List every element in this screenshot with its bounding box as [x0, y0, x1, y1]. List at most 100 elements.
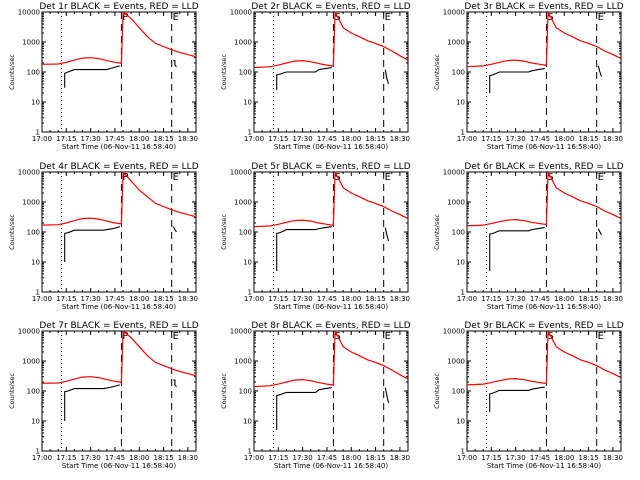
- y-axis-label: Counts/sec: [8, 214, 16, 250]
- x-tick-label: 18:15: [578, 135, 598, 143]
- x-tick-label: 17:30: [293, 295, 313, 303]
- y-tick-label: 1000: [234, 358, 252, 366]
- y-tick-label: 10: [243, 99, 252, 107]
- y-tick-label: 10: [456, 99, 465, 107]
- y-tick-label: 10: [456, 259, 465, 267]
- y-tick-label: 1000: [22, 358, 40, 366]
- plot-frame: [41, 171, 197, 293]
- x-tick-label: 18:00: [129, 454, 149, 462]
- x-tick-label: 18:30: [603, 135, 623, 143]
- x-tick-label: 18:15: [153, 135, 173, 143]
- y-tick-label: 10: [243, 418, 252, 426]
- x-tick-label: 17:30: [506, 135, 526, 143]
- x-tick-label: 18:15: [578, 295, 598, 303]
- x-tick-label: 18:30: [178, 295, 198, 303]
- y-tick-label: 1000: [447, 39, 465, 47]
- marker-letter: E: [385, 12, 391, 23]
- lld-series-line: [254, 12, 408, 69]
- x-tick-label: 18:30: [178, 454, 198, 462]
- plot-frame: [253, 171, 409, 293]
- panel-title: Det 1r BLACK = Events, RED = LLD: [39, 2, 198, 12]
- x-tick-label: 17:15: [268, 135, 288, 143]
- x-tick-label: 17:45: [530, 454, 550, 462]
- plot-frame: [466, 11, 622, 133]
- panel: Det 8r BLACK = Events, RED = LLD 1 10 100 10…: [220, 321, 411, 470]
- x-tick-label: 18:15: [365, 295, 385, 303]
- y-tick-label: 100: [239, 69, 252, 77]
- y-tick-label: 10000: [230, 169, 252, 177]
- x-tick-label: 17:45: [530, 295, 550, 303]
- plot-frame: [253, 11, 409, 133]
- x-tick-label: 17:15: [481, 135, 501, 143]
- x-tick-label: 18:00: [341, 135, 361, 143]
- x-tick-label: 18:00: [554, 135, 574, 143]
- x-tick-label: 17:45: [317, 295, 337, 303]
- lld-series-line: [42, 172, 196, 226]
- marker-letter: E: [173, 172, 179, 183]
- x-tick-label: 17:15: [268, 454, 288, 462]
- x-tick-label: 18:30: [603, 295, 623, 303]
- panel-title: Det 3r BLACK = Events, RED = LLD: [464, 2, 623, 12]
- x-tick-label: 17:00: [244, 295, 264, 303]
- x-tick-label: 17:15: [56, 135, 76, 143]
- y-tick-label: 100: [27, 388, 40, 396]
- marker-letter: E: [385, 331, 391, 342]
- events-series-line: [489, 227, 602, 271]
- y-axis-label: Counts/sec: [433, 373, 441, 409]
- y-tick-label: 1: [461, 289, 465, 297]
- x-axis-label: Start Time (06-Nov-11 16:58:40): [487, 143, 601, 151]
- panel-title: Det 2r BLACK = Events, RED = LLD: [251, 2, 410, 12]
- marker-letter: P: [122, 331, 128, 342]
- y-tick-label: 1000: [22, 39, 40, 47]
- events-series-line: [64, 379, 177, 421]
- x-tick-label: 18:15: [153, 295, 173, 303]
- y-tick-label: 10: [31, 259, 40, 267]
- events-series-line: [489, 386, 545, 412]
- panel-title: Det 4r BLACK = Events, RED = LLD: [39, 162, 198, 172]
- marker-letter: E: [598, 172, 604, 183]
- lld-series-line: [42, 12, 196, 65]
- y-tick-label: 10000: [230, 328, 252, 336]
- y-tick-label: 10000: [443, 328, 465, 336]
- x-tick-label: 17:45: [530, 135, 550, 143]
- lld-series-line: [254, 331, 408, 388]
- panel-title: Det 9r BLACK = Events, RED = LLD: [464, 321, 623, 331]
- x-tick-label: 18:00: [129, 135, 149, 143]
- y-tick-label: 100: [452, 229, 465, 237]
- lld-series-line: [254, 172, 408, 228]
- y-tick-label: 10000: [443, 9, 465, 17]
- x-axis-label: Start Time (06-Nov-11 16:58:40): [62, 143, 176, 151]
- y-axis-label: Counts/sec: [220, 214, 228, 250]
- x-tick-label: 18:00: [554, 454, 574, 462]
- y-tick-label: 10000: [18, 9, 40, 17]
- x-axis-label: Start Time (06-Nov-11 16:58:40): [62, 462, 176, 470]
- panel: Det 7r BLACK = Events, RED = LLD 1 10 100 10…: [8, 321, 199, 470]
- y-tick-label: 10000: [18, 328, 40, 336]
- plot-frame: [466, 171, 622, 293]
- x-tick-label: 18:30: [390, 135, 410, 143]
- marker-letter: E: [173, 12, 179, 23]
- x-tick-label: 18:30: [390, 454, 410, 462]
- lld-series-line: [467, 331, 621, 386]
- x-tick-label: 17:30: [81, 454, 101, 462]
- x-tick-label: 18:30: [178, 135, 198, 143]
- panel: Det 5r BLACK = Events, RED = LLD 1 10 100 10…: [220, 162, 411, 311]
- x-tick-label: 17:00: [457, 135, 477, 143]
- x-tick-label: 17:00: [32, 454, 52, 462]
- x-tick-label: 17:00: [457, 454, 477, 462]
- y-tick-label: 1: [36, 289, 40, 297]
- x-tick-label: 17:45: [105, 135, 125, 143]
- events-series-line: [276, 387, 390, 430]
- y-tick-label: 1: [461, 129, 465, 137]
- panel: Det 4r BLACK = Events, RED = LLD 1 10 100 10…: [8, 162, 199, 311]
- panel: Det 1r BLACK = Events, RED = LLD 1 10 100 10…: [8, 2, 199, 151]
- events-series-line: [64, 226, 177, 262]
- plot-frame: [253, 330, 409, 452]
- y-axis-label: Counts/sec: [433, 214, 441, 250]
- x-tick-label: 17:00: [244, 135, 264, 143]
- y-axis-label: Counts/sec: [220, 373, 228, 409]
- x-tick-label: 17:30: [293, 454, 313, 462]
- x-tick-label: 17:30: [81, 295, 101, 303]
- x-tick-label: 17:30: [81, 135, 101, 143]
